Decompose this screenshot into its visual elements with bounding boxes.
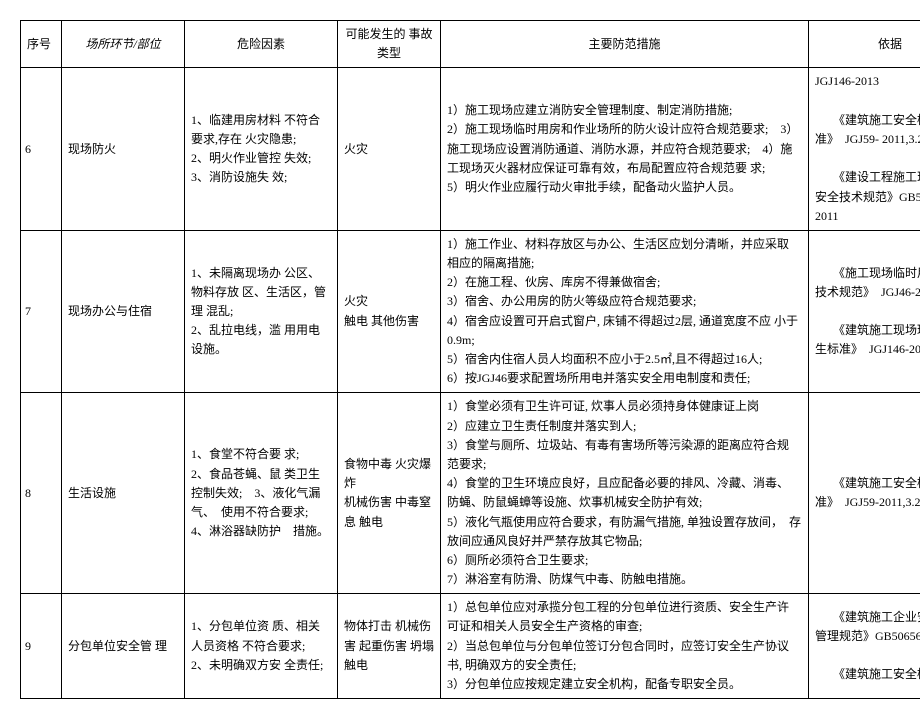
cell-measure: 1）施工作业、材料存放区与办公、生活区应划分清晰，并应采取 相应的隔离措施;2）… [441, 230, 809, 393]
table-row: 9 分包单位安全管 理 1、分包单位资 质、相关人员资格 不符合要求;2、未明确… [21, 594, 920, 699]
cell-measure: 1）总包单位应对承揽分包工程的分包单位进行资质、安全生产许 可证和相关人员安全生… [441, 594, 809, 699]
cell-index: 7 [21, 230, 62, 393]
cell-risk: 1、未隔离现场办 公区、物料存放 区、生活区，管理 混乱;2、乱拉电线，滥 用用… [185, 230, 338, 393]
header-risk: 危险因素 [185, 21, 338, 68]
cell-type: 食物中毒 火灾爆炸机械伤害 中毒窒息 触电 [338, 393, 441, 594]
cell-risk: 1、临建用房材料 不符合要求,存在 火灾隐患;2、明火作业管控 失效;3、消防设… [185, 68, 338, 231]
header-place: 场所环节/部位 [62, 21, 185, 68]
table-row: 6 现场防火 1、临建用房材料 不符合要求,存在 火灾隐患;2、明火作业管控 失… [21, 68, 920, 231]
cell-place: 现场办公与住宿 [62, 230, 185, 393]
cell-place: 生活设施 [62, 393, 185, 594]
cell-index: 8 [21, 393, 62, 594]
cell-risk: 1、食堂不符合要 求;2、食品苍蝇、鼠 类卫生控制失效; 3、液化气漏气、 使用… [185, 393, 338, 594]
header-basis: 依据 [809, 21, 920, 68]
header-measure: 主要防范措施 [441, 21, 809, 68]
safety-regulations-table: 序号 场所环节/部位 危险因素 可能发生的 事故类型 主要防范措施 依据 6 现… [20, 20, 920, 699]
cell-measure: 1）施工现场应建立消防安全管理制度、制定消防措施;2）施工现场临时用房和作业场所… [441, 68, 809, 231]
cell-place: 现场防火 [62, 68, 185, 231]
table-body: 6 现场防火 1、临建用房材料 不符合要求,存在 火灾隐患;2、明火作业管控 失… [21, 68, 920, 699]
cell-basis: 《施工现场临时用电安全技术规范》 JGJ46-2012 《建筑施工现场环境与卫生… [809, 230, 920, 393]
cell-place: 分包单位安全管 理 [62, 594, 185, 699]
cell-type: 物体打击 机械伤害 起重伤害 坍塌 触电 [338, 594, 441, 699]
cell-index: 9 [21, 594, 62, 699]
cell-basis: 《建筑施工企业安全生产管理规范》GB50656-2011 《建筑施工安全检查 [809, 594, 920, 699]
cell-type: 火灾 [338, 68, 441, 231]
cell-basis: JGJ146-2013 《建筑施工安全检查标准》 JGJ59- 2011,3.2… [809, 68, 920, 231]
cell-basis: 《建筑施工安全检查标准》 JGJ59-2011,3.2 [809, 393, 920, 594]
table-row: 7 现场办公与住宿 1、未隔离现场办 公区、物料存放 区、生活区，管理 混乱;2… [21, 230, 920, 393]
table-header-row: 序号 场所环节/部位 危险因素 可能发生的 事故类型 主要防范措施 依据 [21, 21, 920, 68]
cell-measure: 1）食堂必须有卫生许可证, 炊事人员必须持身体健康证上岗2）应建立卫生责任制度并… [441, 393, 809, 594]
table-row: 8 生活设施 1、食堂不符合要 求;2、食品苍蝇、鼠 类卫生控制失效; 3、液化… [21, 393, 920, 594]
header-index: 序号 [21, 21, 62, 68]
cell-type: 火灾触电 其他伤害 [338, 230, 441, 393]
cell-index: 6 [21, 68, 62, 231]
cell-risk: 1、分包单位资 质、相关人员资格 不符合要求;2、未明确双方安 全责任; [185, 594, 338, 699]
header-type: 可能发生的 事故类型 [338, 21, 441, 68]
